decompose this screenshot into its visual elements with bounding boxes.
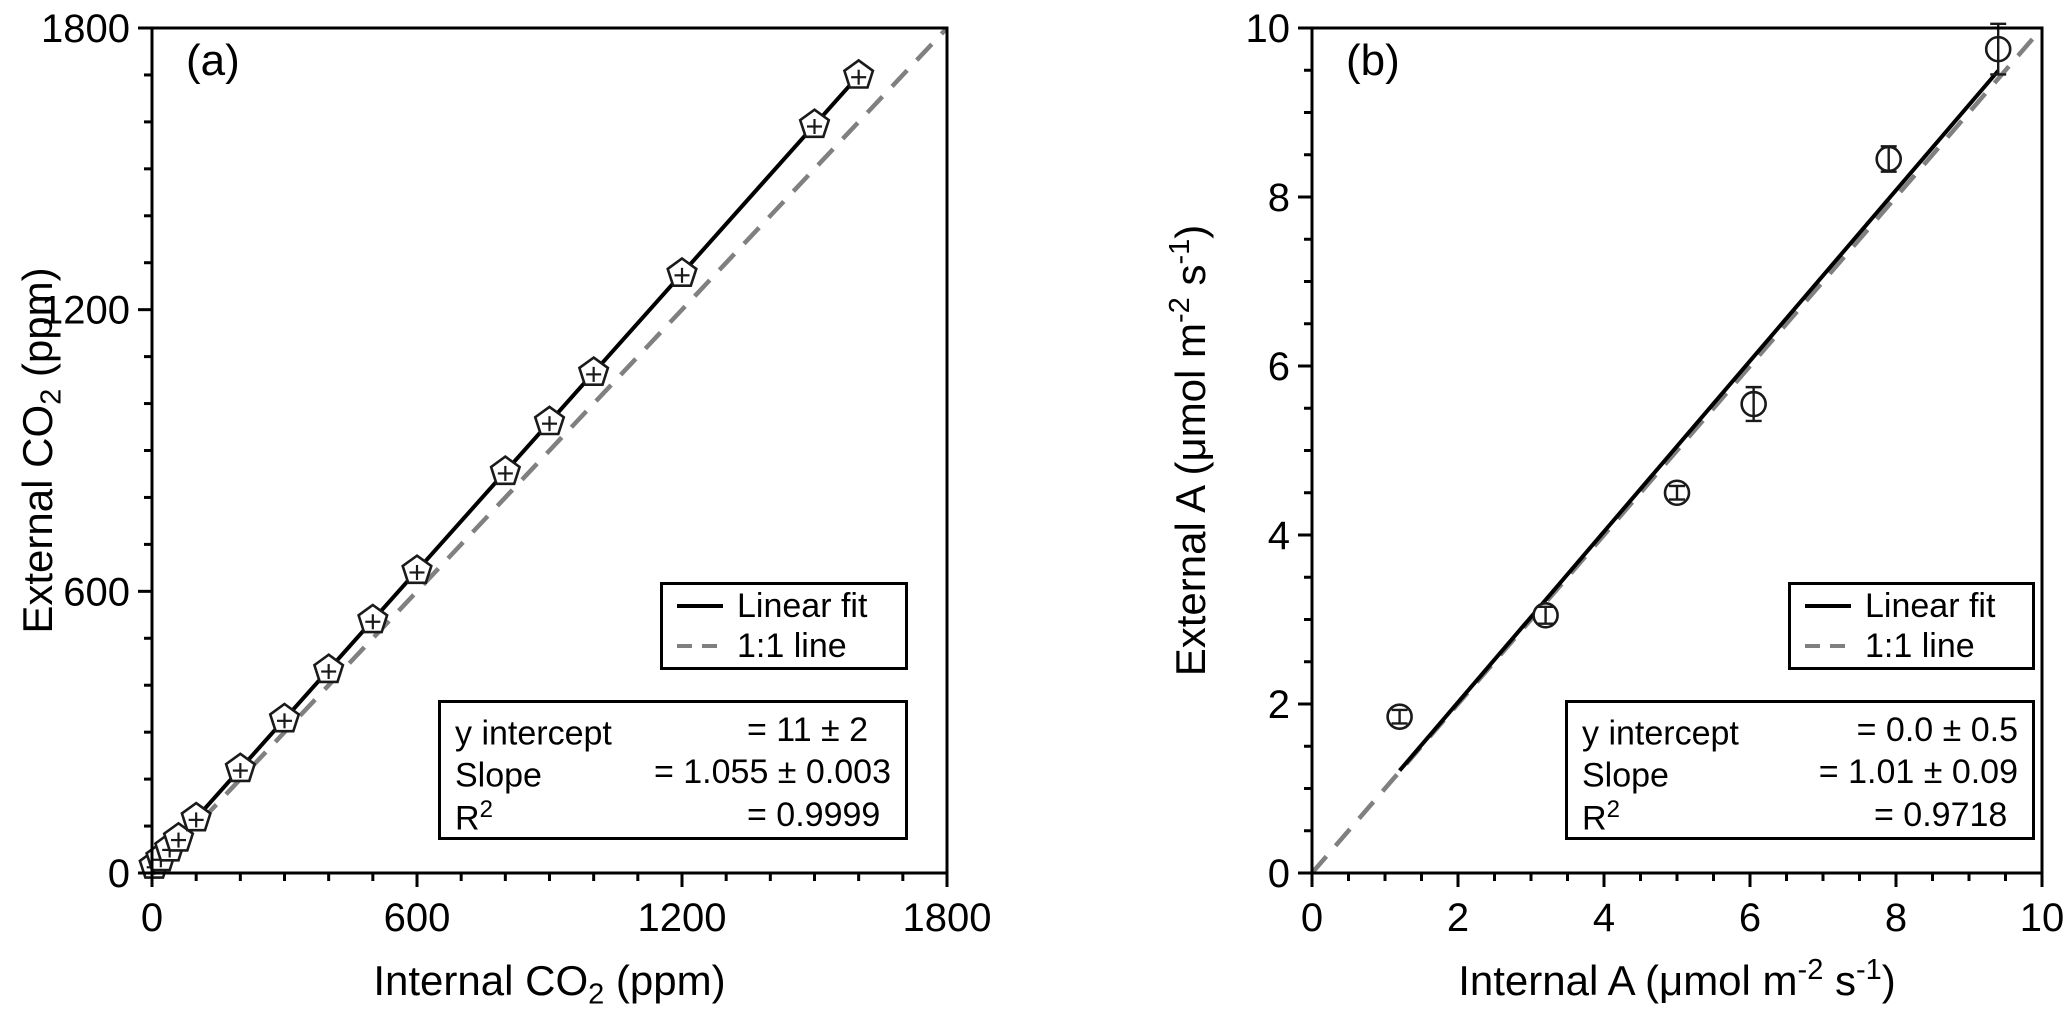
panel-a-label: (a) — [186, 36, 240, 85]
stats-panel-b: y intercept = 0.0 ± 0.5 Slope = 1.01 ± 0… — [1565, 700, 2035, 840]
stat-name: R2 — [1582, 795, 1620, 838]
x-tick-label: 8 — [1885, 896, 1907, 940]
y-tick-label: 2 — [1268, 683, 1290, 727]
panel-b-label: (b) — [1346, 36, 1400, 85]
x-tick-label: 600 — [384, 896, 451, 940]
one-to-one-line-sample — [1805, 644, 1851, 648]
y-tick-label: 1800 — [41, 7, 130, 51]
legend-item-one-to-one: 1:1 line — [1805, 626, 2018, 665]
stat-name: Slope — [455, 756, 542, 795]
x-tick-label: 2 — [1447, 896, 1469, 940]
x-tick-label: 1200 — [638, 896, 727, 940]
y-tick-label: 8 — [1268, 176, 1290, 220]
x-axis-title: Internal CO2 (ppm) — [373, 957, 725, 1010]
x-tick-label: 10 — [2020, 896, 2065, 940]
panel-b-plot: 0 2 4 6 8 10 0 2 4 6 8 10 Internal A (μmol m-2 s-1) E… — [1164, 7, 2064, 1004]
legend-item-linear-fit: Linear fit — [1805, 586, 2018, 625]
linear-fit-line-sample — [677, 604, 723, 608]
y-tick-label: 0 — [1268, 852, 1290, 896]
y-tick-label: 0 — [108, 852, 130, 896]
legend-item-one-to-one: 1:1 line — [677, 626, 891, 665]
linear-fit-line — [1398, 69, 2000, 772]
legend-label: 1:1 line — [1865, 626, 1975, 665]
y-tick-label: 600 — [63, 570, 130, 614]
stat-value: = 1.01 ± 0.09 — [1818, 753, 2018, 792]
stat-slope: Slope = 1.01 ± 0.09 — [1582, 753, 2018, 795]
stat-value: = 0.0 ± 0.5 — [1856, 711, 2018, 749]
legend-label: Linear fit — [737, 586, 868, 625]
stats-panel-a: y intercept = 11 ± 2 Slope = 1.055 ± 0.0… — [438, 700, 908, 840]
stat-value: = 11 ± 2 — [747, 711, 869, 749]
stat-r-squared: R2 = 0.9718 — [1582, 796, 2018, 838]
x-axis-title: Internal A (μmol m-2 s-1) — [1458, 954, 1896, 1004]
stat-name: Slope — [1582, 756, 1669, 795]
stat-name: y intercept — [1582, 714, 1739, 753]
y-axis-title: External A (μmol m-2 s-1) — [1164, 225, 1214, 677]
x-tick-label: 1800 — [903, 896, 992, 940]
legend-label: 1:1 line — [737, 626, 847, 665]
legend-panel-a: Linear fit 1:1 line — [660, 582, 908, 670]
panel-a-plot: 0 600 1200 1800 0 600 1200 1800 Internal CO2 (pp… — [14, 7, 991, 1010]
stat-value: = 1.055 ± 0.003 — [653, 753, 891, 792]
legend-panel-b: Linear fit 1:1 line — [1788, 582, 2035, 670]
stat-y-intercept: y intercept = 11 ± 2 — [455, 711, 891, 753]
stat-r-squared: R2 = 0.9999 — [455, 796, 891, 838]
x-tick-label: 6 — [1739, 896, 1761, 940]
stat-value: = 0.9718 — [1874, 795, 2008, 834]
one-to-one-line-sample — [677, 644, 723, 648]
y-tick-label: 10 — [1246, 7, 1291, 51]
stat-slope: Slope = 1.055 ± 0.003 — [455, 753, 891, 795]
linear-fit-line-sample — [1805, 604, 1851, 608]
stat-y-intercept: y intercept = 0.0 ± 0.5 — [1582, 711, 2018, 753]
stat-name: y intercept — [455, 714, 612, 753]
y-tick-label: 4 — [1268, 514, 1290, 558]
legend-item-linear-fit: Linear fit — [677, 586, 891, 625]
legend-label: Linear fit — [1865, 586, 1996, 625]
stat-name: R2 — [455, 795, 493, 838]
stat-value: = 0.9999 — [747, 795, 881, 834]
x-tick-label: 0 — [141, 896, 163, 940]
y-tick-label: 1200 — [41, 289, 130, 333]
x-tick-label: 0 — [1301, 896, 1323, 940]
y-tick-label: 6 — [1268, 345, 1290, 389]
y-axis-title: External CO2 (ppm) — [14, 267, 67, 633]
x-tick-label: 4 — [1593, 896, 1615, 940]
